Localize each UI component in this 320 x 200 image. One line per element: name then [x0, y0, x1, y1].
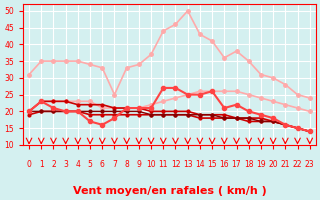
X-axis label: Vent moyen/en rafales ( km/h ): Vent moyen/en rafales ( km/h )	[73, 186, 266, 196]
